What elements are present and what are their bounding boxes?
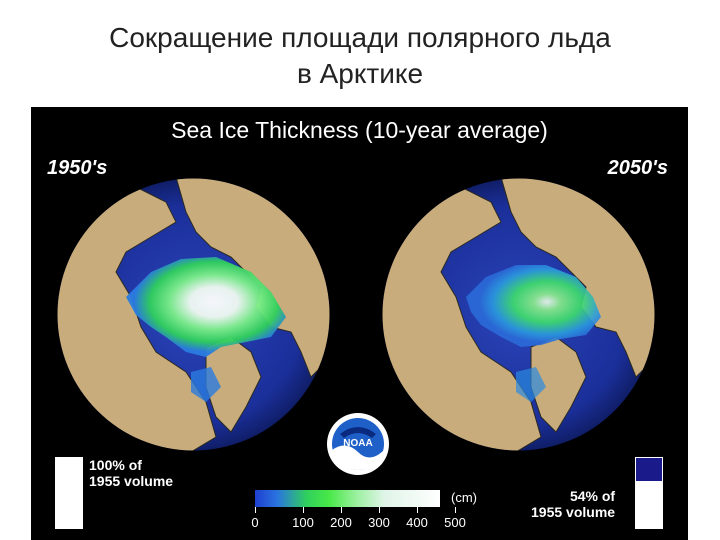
sea-ice-2050s: [466, 265, 601, 347]
colorbar-ticks: 0 100 200 300 400 500: [31, 515, 688, 535]
volume-label-1950s-line-2: 1955 volume: [89, 473, 174, 489]
right-decade-label: 2050's: [607, 157, 668, 179]
ice-hudson: [191, 367, 221, 402]
colorbar-tick-label: 300: [368, 515, 390, 530]
colorbar-tick-mark: [303, 507, 304, 513]
volume-label-1950s: 100% of 1955 volume: [89, 457, 173, 489]
slide-title-line-2: в Арктике: [296, 58, 424, 89]
colorbar-tick-mark: [417, 507, 418, 513]
volume-label-2050s-line-2: 1955 volume: [531, 504, 616, 520]
slide-title-line-1: Сокращение площади полярного льда: [109, 22, 611, 53]
volume-bar-2050s-fill: [636, 458, 662, 481]
colorbar-tick-label: 200: [330, 515, 352, 530]
volume-label-1950s-line-1: 100% of: [89, 457, 142, 473]
colorbar-tick-label: 100: [292, 515, 314, 530]
globe-1950s: [57, 178, 330, 451]
noaa-logo: NOAA: [327, 413, 389, 475]
slide-title: Сокращение площади полярного льда в Аркт…: [0, 20, 720, 92]
left-decade-label: 1950's: [47, 157, 108, 179]
sea-ice-1950s: [126, 257, 286, 357]
land-north-america: [382, 186, 542, 451]
noaa-logo-text: NOAA: [343, 438, 372, 449]
volume-label-2050s-line-1: 54% of: [569, 488, 616, 504]
colorbar-tick-mark: [379, 507, 380, 513]
colorbar-tick-mark: [455, 507, 456, 513]
volume-bar-1950s: [55, 457, 83, 529]
volume-label-2050s: 54% of 1955 volume: [531, 488, 615, 520]
thickness-colorbar: [255, 490, 440, 507]
colorbar-tick-label: 0: [251, 515, 259, 530]
colorbar-unit: (cm): [451, 490, 477, 505]
sea-ice-figure: Sea Ice Thickness (10-year average) 1950…: [31, 107, 688, 540]
colorbar-tick-mark: [255, 507, 256, 513]
volume-bar-2050s: [635, 457, 663, 529]
colorbar-tick-mark: [341, 507, 342, 513]
globe-2050s: [382, 178, 655, 451]
figure-title: Sea Ice Thickness (10-year average): [171, 117, 548, 143]
colorbar-tick-label: 500: [444, 515, 466, 530]
colorbar-tick-label: 400: [406, 515, 428, 530]
ice-hudson: [516, 367, 546, 402]
